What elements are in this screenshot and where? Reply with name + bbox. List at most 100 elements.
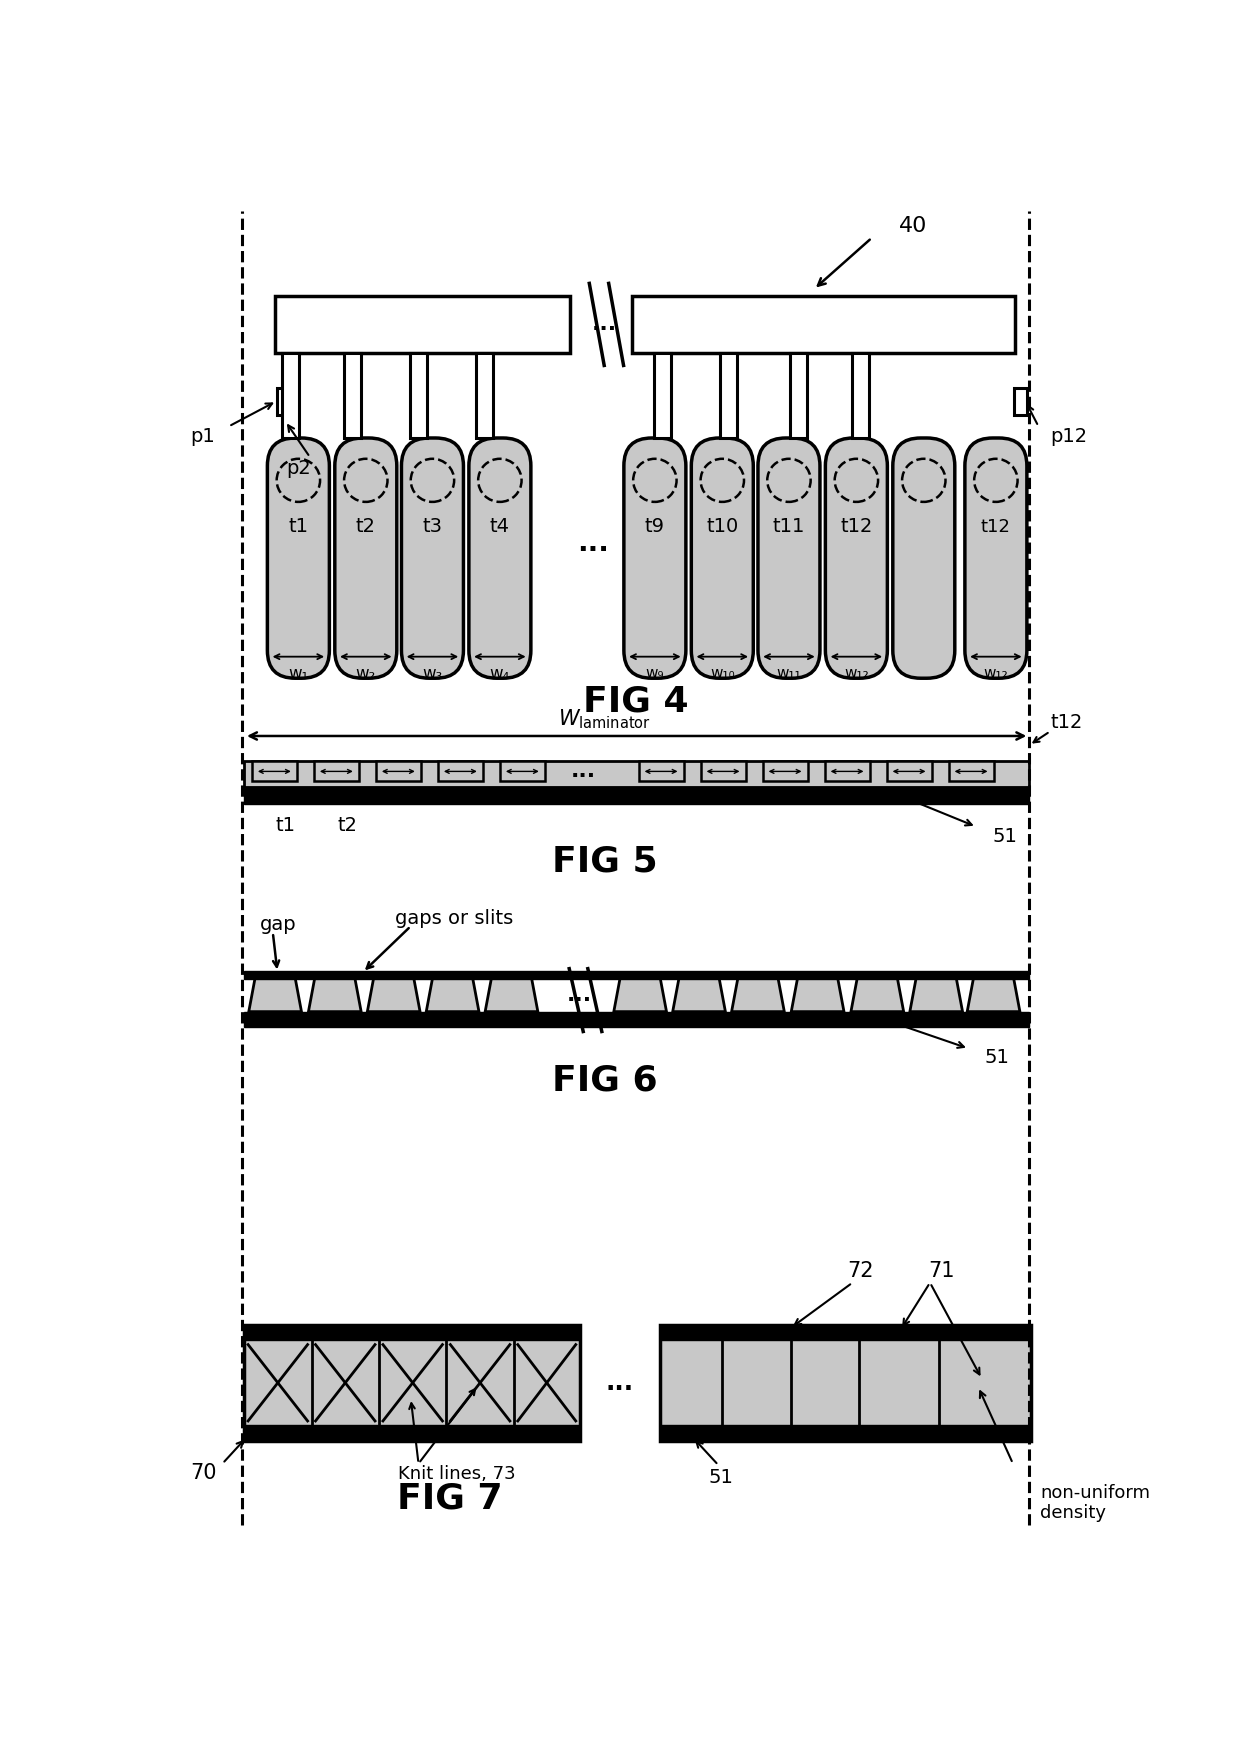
- Text: 71: 71: [929, 1262, 955, 1281]
- Text: w₃: w₃: [423, 664, 443, 683]
- Text: p2: p2: [286, 459, 311, 478]
- Text: w₁₂: w₁₂: [983, 666, 1008, 682]
- Text: p1: p1: [191, 427, 216, 446]
- FancyBboxPatch shape: [758, 437, 820, 678]
- Polygon shape: [732, 979, 785, 1012]
- Polygon shape: [614, 979, 667, 1012]
- Text: ...: ...: [606, 1370, 634, 1395]
- Text: t10: t10: [706, 517, 739, 536]
- Text: ...: ...: [570, 761, 596, 782]
- Text: 51: 51: [985, 1049, 1009, 1066]
- Text: t9: t9: [645, 517, 665, 536]
- FancyBboxPatch shape: [826, 437, 888, 678]
- Text: t12: t12: [841, 517, 873, 536]
- Bar: [887, 761, 931, 780]
- Bar: [500, 761, 544, 780]
- Bar: [244, 1325, 580, 1441]
- Bar: [252, 761, 296, 780]
- Bar: [314, 761, 358, 780]
- Bar: [790, 353, 807, 437]
- Text: Knit lines, 73: Knit lines, 73: [398, 1465, 516, 1483]
- Polygon shape: [249, 979, 301, 1012]
- Text: non-uniform
density: non-uniform density: [1040, 1483, 1149, 1523]
- Bar: [655, 353, 671, 437]
- Bar: [244, 1325, 580, 1341]
- Text: t12: t12: [981, 518, 1011, 536]
- Polygon shape: [967, 979, 1019, 1012]
- Bar: [244, 787, 1029, 803]
- FancyBboxPatch shape: [692, 437, 754, 678]
- Bar: [244, 1425, 580, 1441]
- Polygon shape: [910, 979, 962, 1012]
- Bar: [1014, 388, 1027, 415]
- Polygon shape: [367, 979, 420, 1012]
- Polygon shape: [791, 979, 844, 1012]
- FancyBboxPatch shape: [893, 437, 955, 678]
- Text: FIG 7: FIG 7: [397, 1481, 502, 1515]
- Bar: [631, 295, 1016, 353]
- Text: ...: ...: [591, 315, 618, 334]
- Text: 51: 51: [992, 826, 1017, 845]
- Text: p12: p12: [1050, 427, 1087, 446]
- Text: 72: 72: [847, 1262, 873, 1281]
- Text: t1: t1: [275, 815, 295, 835]
- Polygon shape: [851, 979, 904, 1012]
- Bar: [277, 388, 290, 415]
- Text: FIG 5: FIG 5: [552, 845, 657, 878]
- Bar: [660, 1325, 1030, 1341]
- Polygon shape: [672, 979, 725, 1012]
- Bar: [720, 353, 737, 437]
- Bar: [763, 761, 807, 780]
- Bar: [660, 1325, 1030, 1441]
- Text: gaps or slits: gaps or slits: [396, 908, 513, 928]
- Text: t11: t11: [773, 517, 805, 536]
- Text: t2: t2: [337, 815, 357, 835]
- Text: t3: t3: [423, 517, 443, 536]
- Text: t12: t12: [1050, 713, 1083, 731]
- Bar: [660, 1425, 1030, 1441]
- FancyBboxPatch shape: [469, 437, 531, 678]
- Polygon shape: [485, 979, 538, 1012]
- FancyBboxPatch shape: [624, 437, 686, 678]
- Bar: [244, 761, 1029, 787]
- FancyBboxPatch shape: [335, 437, 397, 678]
- Text: FIG 4: FIG 4: [583, 683, 688, 719]
- Bar: [825, 761, 869, 780]
- Text: w₁: w₁: [288, 664, 309, 683]
- FancyBboxPatch shape: [402, 437, 464, 678]
- Text: ...: ...: [577, 529, 609, 557]
- Polygon shape: [309, 979, 361, 1012]
- Bar: [244, 972, 1029, 979]
- Text: ...: ...: [567, 986, 593, 1005]
- Polygon shape: [427, 979, 479, 1012]
- Bar: [283, 353, 299, 437]
- Text: w₂: w₂: [356, 664, 376, 683]
- Bar: [244, 1012, 1029, 1028]
- Bar: [345, 353, 361, 437]
- Bar: [376, 761, 420, 780]
- Text: FIG 6: FIG 6: [552, 1065, 657, 1098]
- FancyBboxPatch shape: [268, 437, 330, 678]
- Bar: [701, 761, 745, 780]
- Text: 51: 51: [708, 1469, 733, 1486]
- Text: w₉: w₉: [646, 666, 665, 682]
- Bar: [852, 353, 869, 437]
- Text: w₁₁: w₁₁: [776, 666, 801, 682]
- Text: t4: t4: [490, 517, 510, 536]
- Text: $W_{\mathrm{laminator}}$: $W_{\mathrm{laminator}}$: [558, 708, 651, 731]
- Text: w₁₂: w₁₂: [844, 666, 869, 682]
- Bar: [438, 761, 482, 780]
- Bar: [275, 295, 569, 353]
- Bar: [476, 353, 494, 437]
- Text: t1: t1: [289, 517, 309, 536]
- Text: gap: gap: [259, 915, 296, 935]
- Text: w₄: w₄: [490, 664, 510, 683]
- Bar: [410, 353, 427, 437]
- Bar: [639, 761, 683, 780]
- Text: 70: 70: [191, 1464, 217, 1483]
- Text: w₁₀: w₁₀: [711, 666, 734, 682]
- FancyBboxPatch shape: [965, 437, 1027, 678]
- Bar: [949, 761, 993, 780]
- Text: t2: t2: [356, 517, 376, 536]
- Text: 40: 40: [899, 216, 928, 235]
